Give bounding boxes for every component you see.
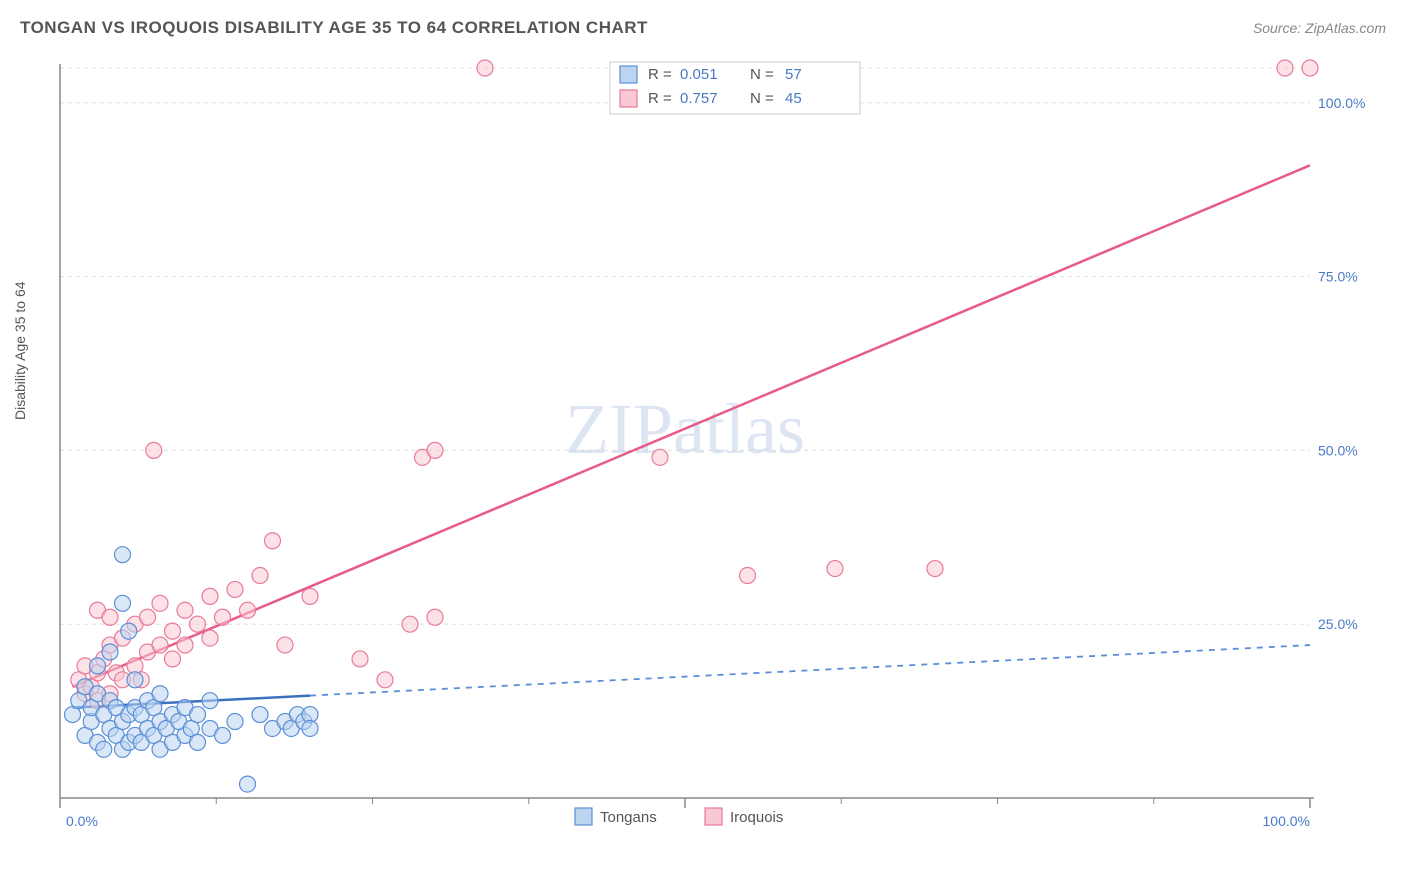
y-tick-label: 100.0% [1318, 95, 1365, 111]
x-tick-label: 100.0% [1263, 813, 1310, 829]
data-point-tongans [96, 741, 112, 757]
data-point-tongans [190, 707, 206, 723]
data-point-iroquois [477, 60, 493, 76]
legend-r-value: 0.051 [680, 66, 718, 83]
data-point-iroquois [102, 609, 118, 625]
legend-swatch [620, 66, 637, 83]
data-point-tongans [102, 644, 118, 660]
data-point-iroquois [1302, 60, 1318, 76]
legend-r-label: R = [648, 66, 672, 83]
legend-series-label: Iroquois [730, 809, 783, 826]
data-point-tongans [240, 776, 256, 792]
data-point-iroquois [740, 568, 756, 584]
trend-line-tongans-dashed [310, 645, 1310, 696]
chart-title: TONGAN VS IROQUOIS DISABILITY AGE 35 TO … [20, 18, 648, 38]
data-point-tongans [302, 720, 318, 736]
data-point-iroquois [402, 616, 418, 632]
data-point-tongans [115, 595, 131, 611]
data-point-iroquois [152, 637, 168, 653]
y-tick-label: 25.0% [1318, 616, 1358, 632]
data-point-iroquois [240, 602, 256, 618]
legend-swatch [575, 808, 592, 825]
plot-area: 25.0%50.0%75.0%100.0%ZIPatlas0.0%100.0%R… [50, 58, 1370, 828]
scatter-chart: 25.0%50.0%75.0%100.0%ZIPatlas0.0%100.0%R… [50, 58, 1370, 868]
y-axis-label: Disability Age 35 to 64 [12, 281, 28, 420]
data-point-iroquois [377, 672, 393, 688]
trend-line-iroquois [73, 165, 1311, 686]
data-point-iroquois [190, 616, 206, 632]
legend-swatch [620, 90, 637, 107]
data-point-tongans [227, 714, 243, 730]
data-point-tongans [190, 734, 206, 750]
data-point-iroquois [140, 609, 156, 625]
legend-n-value: 57 [785, 66, 802, 83]
data-point-tongans [121, 623, 137, 639]
chart-header: TONGAN VS IROQUOIS DISABILITY AGE 35 TO … [20, 18, 1386, 38]
data-point-iroquois [827, 561, 843, 577]
data-point-iroquois [165, 651, 181, 667]
legend-n-value: 45 [785, 90, 802, 107]
data-point-iroquois [177, 637, 193, 653]
data-point-tongans [127, 672, 143, 688]
data-point-iroquois [152, 595, 168, 611]
data-point-iroquois [427, 442, 443, 458]
data-point-tongans [215, 727, 231, 743]
data-point-tongans [252, 707, 268, 723]
x-tick-label: 0.0% [66, 813, 98, 829]
data-point-iroquois [202, 588, 218, 604]
data-point-iroquois [1277, 60, 1293, 76]
data-point-iroquois [652, 449, 668, 465]
data-point-iroquois [265, 533, 281, 549]
data-point-tongans [152, 686, 168, 702]
legend-r-value: 0.757 [680, 90, 718, 107]
data-point-iroquois [215, 609, 231, 625]
chart-source: Source: ZipAtlas.com [1253, 20, 1386, 36]
data-point-iroquois [277, 637, 293, 653]
data-point-iroquois [165, 623, 181, 639]
data-point-iroquois [302, 588, 318, 604]
data-point-iroquois [252, 568, 268, 584]
legend-series-label: Tongans [600, 809, 657, 826]
data-point-iroquois [427, 609, 443, 625]
y-tick-label: 50.0% [1318, 442, 1358, 458]
data-point-iroquois [227, 581, 243, 597]
data-point-iroquois [146, 442, 162, 458]
data-point-tongans [90, 658, 106, 674]
y-tick-label: 75.0% [1318, 269, 1358, 285]
legend-swatch [705, 808, 722, 825]
data-point-iroquois [927, 561, 943, 577]
data-point-iroquois [352, 651, 368, 667]
legend-r-label: R = [648, 90, 672, 107]
legend-n-label: N = [750, 66, 774, 83]
legend-n-label: N = [750, 90, 774, 107]
data-point-iroquois [177, 602, 193, 618]
data-point-tongans [202, 693, 218, 709]
data-point-tongans [115, 547, 131, 563]
data-point-iroquois [202, 630, 218, 646]
